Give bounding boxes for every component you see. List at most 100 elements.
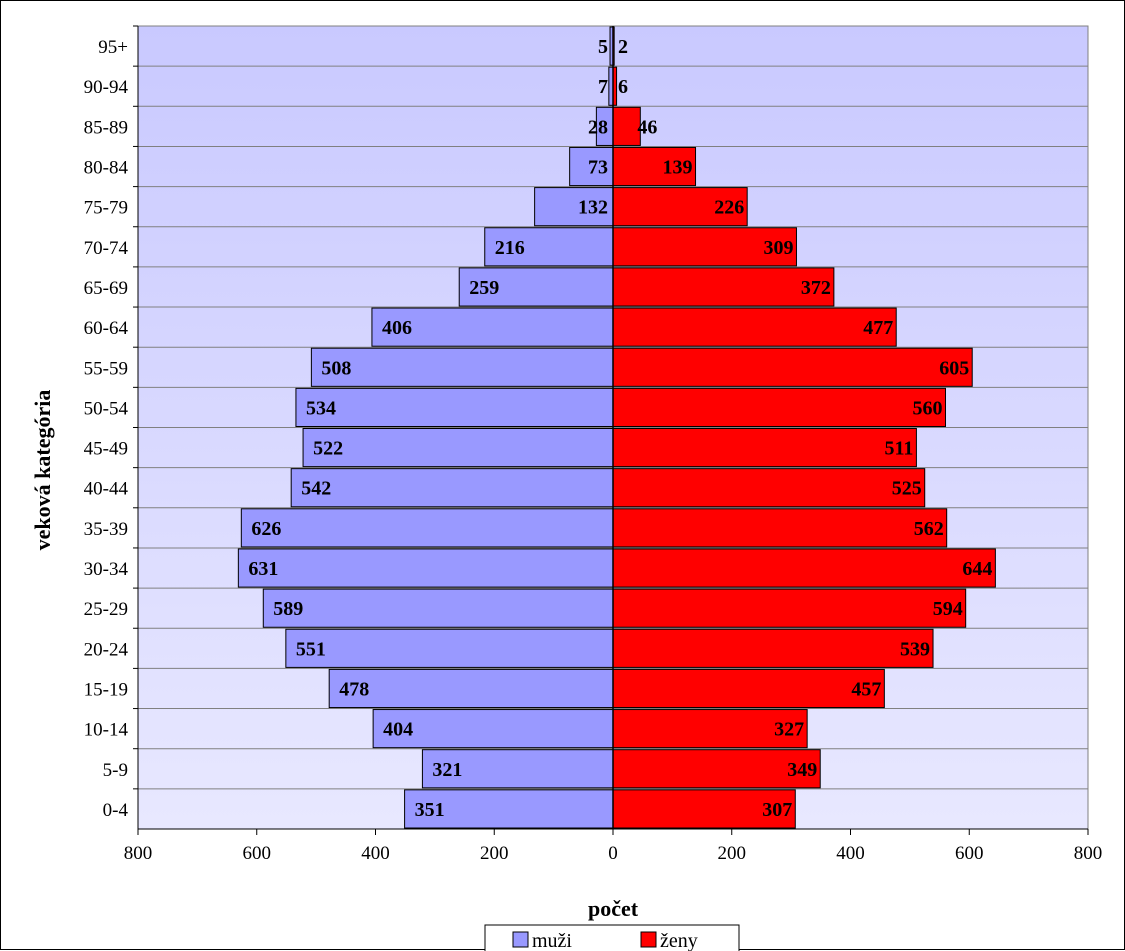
data-label-muzi: 508 — [321, 357, 351, 379]
bar-zeny — [612, 428, 917, 468]
data-label-muzi: 73 — [588, 157, 608, 179]
bar-muzi — [262, 588, 614, 628]
x-tick-label: 200 — [480, 843, 509, 864]
bar-muzi — [421, 749, 614, 789]
bar-muzi — [310, 347, 614, 387]
data-label-muzi: 406 — [382, 317, 412, 339]
x-tick-label: 800 — [1074, 843, 1103, 864]
bar-muzi — [484, 227, 614, 267]
data-label-zeny: 562 — [914, 518, 944, 540]
data-label-muzi: 626 — [251, 518, 281, 540]
y-tick-label: 95+ — [98, 37, 128, 58]
data-label-muzi: 321 — [432, 759, 462, 781]
bar-muzi — [458, 267, 614, 307]
bar-muzi — [569, 146, 614, 187]
bar-zeny — [612, 749, 821, 789]
y-tick-label: 40-44 — [84, 479, 129, 500]
y-tick-label: 85-89 — [84, 117, 128, 138]
bar-zeny — [612, 227, 797, 267]
bar-zeny — [612, 146, 697, 187]
x-tick-label: 200 — [718, 843, 747, 864]
data-label-zeny: 605 — [939, 357, 969, 379]
bar-zeny — [612, 628, 934, 668]
bar-muzi — [290, 468, 614, 508]
y-tick-label: 0-4 — [103, 800, 129, 821]
data-label-zeny: 594 — [933, 598, 963, 620]
data-label-muzi: 631 — [248, 558, 278, 580]
data-label-muzi: 259 — [469, 277, 499, 299]
data-label-zeny: 309 — [763, 237, 793, 259]
y-axis-title: veková kategória — [30, 390, 55, 551]
bar-zeny — [612, 668, 885, 709]
y-tick-label: 55-59 — [84, 358, 128, 379]
y-tick-label: 10-14 — [84, 720, 129, 741]
data-label-zeny: 226 — [714, 197, 744, 219]
y-tick-label: 70-74 — [84, 238, 129, 259]
y-tick-label: 15-19 — [84, 679, 128, 700]
y-tick-label: 30-34 — [84, 559, 129, 580]
bar-zeny — [612, 347, 973, 387]
legend-swatch-muzi — [512, 931, 529, 948]
data-label-zeny: 511 — [885, 438, 914, 460]
bar-muzi — [372, 709, 614, 749]
legend-swatch-zeny — [640, 931, 657, 948]
x-axis-title: počet — [588, 896, 639, 921]
data-label-zeny: 539 — [900, 638, 930, 660]
data-label-muzi: 404 — [383, 719, 413, 741]
data-label-muzi: 589 — [273, 598, 303, 620]
x-axis: 800 600 400 200 0 200 400 600 800 — [124, 26, 1103, 864]
data-label-zeny: 327 — [774, 719, 804, 741]
data-label-zeny: 2 — [618, 36, 628, 58]
legend: muži ženy — [484, 924, 740, 951]
bar-muzi — [240, 508, 614, 548]
bar-zeny — [612, 548, 996, 588]
data-label-zeny: 6 — [618, 76, 628, 98]
data-label-zeny: 525 — [892, 478, 922, 500]
bar-muzi — [237, 548, 614, 588]
data-label-zeny: 560 — [913, 397, 943, 419]
x-tick-label: 600 — [955, 843, 984, 864]
bar-zeny — [612, 187, 748, 227]
data-label-zeny: 307 — [762, 799, 792, 821]
y-tick-label: 45-49 — [84, 439, 128, 460]
data-label-muzi: 522 — [313, 438, 343, 460]
y-tick-label: 65-69 — [84, 278, 128, 299]
y-tick-label: 35-39 — [84, 519, 128, 540]
data-label-muzi: 534 — [306, 397, 336, 419]
data-label-muzi: 542 — [301, 478, 331, 500]
bar-muzi — [371, 307, 614, 347]
data-label-zeny: 477 — [863, 317, 893, 339]
bar-labels: 351 307 321 349 404 327 478 457 551 539 589 594 631 6… — [248, 36, 992, 821]
bar-muzi — [302, 428, 614, 468]
legend-label-zeny: ženy — [660, 930, 698, 951]
y-tick-label: 25-29 — [84, 599, 128, 620]
bar-zeny — [612, 106, 641, 146]
data-label-zeny: 457 — [851, 678, 881, 700]
data-label-zeny: 349 — [787, 759, 817, 781]
y-tick-label: 50-54 — [84, 398, 129, 419]
bar-muzi — [295, 387, 614, 428]
bar-muzi — [285, 628, 614, 668]
bar-muzi — [404, 789, 614, 829]
data-label-muzi: 478 — [339, 678, 369, 700]
data-label-muzi: 132 — [578, 197, 608, 219]
bar-zeny — [612, 307, 897, 347]
data-label-zeny: 139 — [663, 157, 693, 179]
bar-zeny — [612, 468, 926, 508]
data-label-muzi: 551 — [296, 638, 326, 660]
y-tick-label: 60-64 — [84, 318, 129, 339]
data-label-zeny: 372 — [801, 277, 831, 299]
x-tick-label: 600 — [243, 843, 272, 864]
x-tick-label: 400 — [361, 843, 390, 864]
bar-zeny — [612, 789, 796, 829]
bars — [237, 26, 996, 829]
legend-label-muzi: muži — [532, 930, 572, 951]
y-tick-label: 80-84 — [84, 158, 129, 179]
y-tick-label: 20-24 — [84, 639, 129, 660]
bar-muzi — [534, 187, 614, 227]
y-tick-label: 90-94 — [84, 77, 129, 98]
data-label-muzi: 7 — [598, 76, 608, 98]
bar-zeny — [612, 588, 967, 628]
